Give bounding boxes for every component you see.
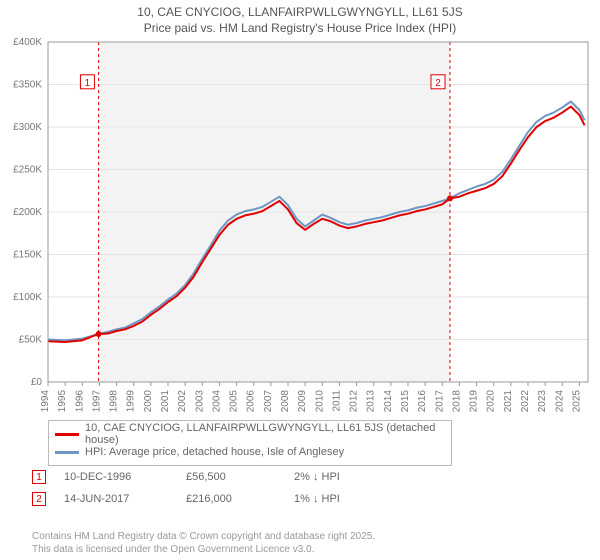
svg-text:2017: 2017 <box>434 390 445 413</box>
event-row: 1 10-DEC-1996 £56,500 2% ↓ HPI <box>32 466 374 488</box>
svg-text:1995: 1995 <box>57 390 68 413</box>
legend-swatch <box>55 433 79 436</box>
svg-text:1994: 1994 <box>40 390 51 413</box>
svg-text:1998: 1998 <box>109 390 120 413</box>
svg-text:£50K: £50K <box>19 335 43 346</box>
svg-text:£250K: £250K <box>13 165 42 176</box>
legend-label: HPI: Average price, detached house, Isle… <box>85 446 344 458</box>
svg-text:2004: 2004 <box>211 390 222 413</box>
event-delta: 1% ↓ HPI <box>294 493 374 505</box>
chart-subtitle: Price paid vs. HM Land Registry's House … <box>0 20 600 36</box>
chart-title: 10, CAE CNYCIOG, LLANFAIRPWLLGWYNGYLL, L… <box>0 4 600 20</box>
legend-label: 10, CAE CNYCIOG, LLANFAIRPWLLGWYNGYLL, L… <box>85 422 445 446</box>
svg-text:2011: 2011 <box>331 390 342 412</box>
svg-text:£100K: £100K <box>13 292 42 303</box>
svg-text:£0: £0 <box>31 377 43 388</box>
svg-text:2013: 2013 <box>366 390 377 413</box>
svg-text:£400K: £400K <box>13 37 42 48</box>
chart-svg: £0£50K£100K£150K£200K£250K£300K£350K£400… <box>48 42 588 412</box>
svg-text:2007: 2007 <box>263 390 274 413</box>
chart-title-block: 10, CAE CNYCIOG, LLANFAIRPWLLGWYNGYLL, L… <box>0 0 600 36</box>
svg-text:2005: 2005 <box>229 390 240 413</box>
svg-text:2014: 2014 <box>383 390 394 413</box>
svg-text:2015: 2015 <box>400 390 411 413</box>
svg-text:2000: 2000 <box>143 390 154 413</box>
svg-text:2020: 2020 <box>486 390 497 413</box>
svg-text:2022: 2022 <box>520 390 531 413</box>
svg-text:2001: 2001 <box>160 390 171 413</box>
event-marker: 1 <box>32 470 46 484</box>
svg-text:2016: 2016 <box>417 390 428 413</box>
event-marker: 2 <box>32 492 46 506</box>
event-delta: 2% ↓ HPI <box>294 471 374 483</box>
attribution-footer: Contains HM Land Registry data © Crown c… <box>32 530 375 556</box>
svg-text:£200K: £200K <box>13 207 42 218</box>
legend-item: 10, CAE CNYCIOG, LLANFAIRPWLLGWYNGYLL, L… <box>55 425 445 443</box>
svg-text:1997: 1997 <box>91 390 102 413</box>
svg-text:£350K: £350K <box>13 80 42 91</box>
svg-text:1999: 1999 <box>126 390 137 413</box>
footer-line: Contains HM Land Registry data © Crown c… <box>32 530 375 543</box>
svg-text:2008: 2008 <box>280 390 291 413</box>
svg-text:1996: 1996 <box>74 390 85 413</box>
svg-text:2018: 2018 <box>451 390 462 413</box>
legend-swatch <box>55 451 79 454</box>
svg-text:2010: 2010 <box>314 390 325 413</box>
svg-text:1: 1 <box>85 78 91 89</box>
svg-text:2024: 2024 <box>554 390 565 413</box>
svg-text:2021: 2021 <box>503 390 514 413</box>
svg-text:2023: 2023 <box>537 390 548 413</box>
svg-text:2009: 2009 <box>297 390 308 413</box>
svg-text:2012: 2012 <box>349 390 360 413</box>
event-price: £56,500 <box>186 471 276 483</box>
svg-text:2002: 2002 <box>177 390 188 413</box>
footer-line: This data is licensed under the Open Gov… <box>32 543 375 556</box>
svg-text:£300K: £300K <box>13 122 42 133</box>
svg-text:2025: 2025 <box>571 390 582 413</box>
chart-plot-area: £0£50K£100K£150K£200K£250K£300K£350K£400… <box>48 42 588 412</box>
legend-box: 10, CAE CNYCIOG, LLANFAIRPWLLGWYNGYLL, L… <box>48 420 452 466</box>
event-date: 14-JUN-2017 <box>64 493 168 505</box>
event-row: 2 14-JUN-2017 £216,000 1% ↓ HPI <box>32 488 374 510</box>
svg-text:2019: 2019 <box>469 390 480 413</box>
svg-text:2: 2 <box>435 78 441 89</box>
svg-text:£150K: £150K <box>13 250 42 261</box>
event-price: £216,000 <box>186 493 276 505</box>
event-date: 10-DEC-1996 <box>64 471 168 483</box>
svg-text:2003: 2003 <box>194 390 205 413</box>
chart-container: { "title_line1": "10, CAE CNYCIOG, LLANF… <box>0 0 600 560</box>
svg-text:2006: 2006 <box>246 390 257 413</box>
events-list: 1 10-DEC-1996 £56,500 2% ↓ HPI 2 14-JUN-… <box>32 466 374 510</box>
